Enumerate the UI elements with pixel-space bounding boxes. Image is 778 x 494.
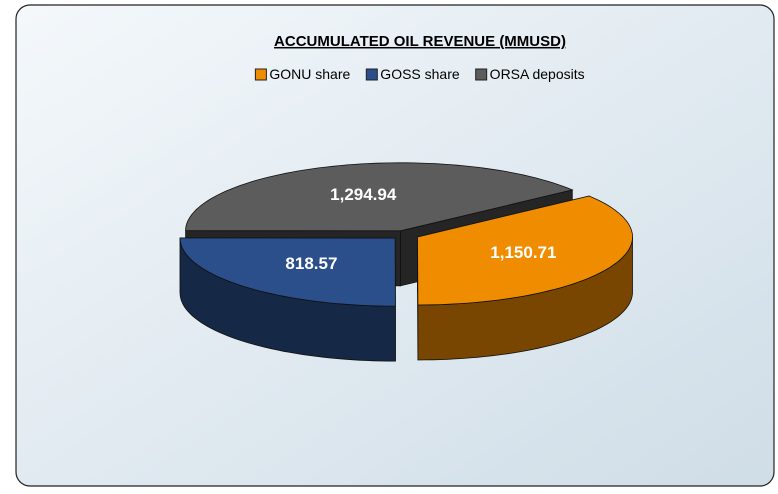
data-label: 818.57 bbox=[285, 254, 337, 273]
legend: GONU share GOSS share ORSA deposits bbox=[255, 66, 584, 82]
data-label: 1,150.71 bbox=[490, 243, 556, 262]
data-label: 1,294.94 bbox=[330, 185, 397, 204]
legend-swatch bbox=[366, 69, 377, 80]
legend-swatch bbox=[476, 69, 487, 80]
legend-label: GONU share bbox=[269, 66, 350, 82]
legend-label: GOSS share bbox=[380, 66, 460, 82]
chart-title: ACCUMULATED OIL REVENUE (MMUSD) bbox=[274, 33, 566, 50]
legend-swatch bbox=[255, 69, 266, 80]
legend-label: ORSA deposits bbox=[490, 66, 585, 82]
